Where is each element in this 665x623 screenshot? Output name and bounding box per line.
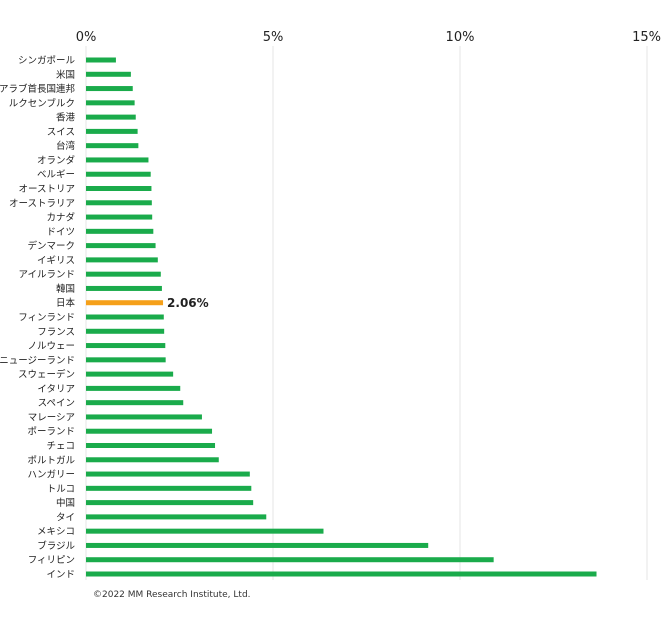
bar [86,57,116,63]
bar [86,457,219,463]
x-axis-ticks: 0% 5% 10% 15% [76,30,661,45]
bar [86,100,135,106]
category-label: 台湾 [56,140,76,152]
bar [86,500,254,506]
category-label: ベルギー [37,170,75,181]
category-label: デンマーク [27,240,75,252]
x-tick-label: 10% [446,30,475,45]
category-label: ポーランド [27,427,75,438]
bar [86,357,166,363]
bar [86,400,184,406]
bar [86,528,324,534]
category-label: タイ [56,512,75,523]
bar [86,414,202,420]
x-tick-label: 0% [76,30,97,45]
category-label: イギリス [37,255,75,266]
bar [86,542,429,548]
bar [86,471,250,477]
bar [86,257,158,263]
bar [86,243,156,249]
category-label: トルコ [47,484,75,495]
category-label: 日本 [56,297,76,309]
category-label: アラブ首長国連邦 [0,83,75,95]
bar-highlight [86,300,164,306]
category-labels: シンガポール米国アラブ首長国連邦ルクセンブルク香港スイス台湾オランダベルギーオー… [0,56,75,581]
category-label: ルクセンブルク [9,97,75,109]
bar [86,214,153,220]
category-label: ニュージーランド [0,355,75,366]
bar [86,186,152,191]
category-label: フィンランド [18,313,75,324]
category-label: 中国 [56,497,75,509]
category-label: シンガポール [18,56,76,67]
data-label: 2.06% [167,296,209,310]
category-label: ハンガリー [27,470,75,481]
bars: 2.06% [86,57,597,577]
bar [86,571,597,577]
bar [86,200,152,206]
category-label: メキシコ [37,527,75,538]
bar [86,314,164,320]
category-label: オーストラリア [9,198,75,209]
bar [86,428,213,434]
category-label: イタリア [37,384,75,395]
category-label: ポルトガル [27,455,75,466]
category-label: 米国 [56,69,75,81]
category-label: オーストリア [18,184,75,195]
category-label: ブラジル [37,540,75,552]
bar [86,557,494,563]
category-label: フランス [37,327,75,338]
bar [86,71,131,77]
bar [86,271,161,277]
category-label: フィリピン [28,555,75,566]
bar [86,385,181,391]
category-label: ノルウェー [27,341,75,352]
bar [86,228,154,234]
bar [86,443,216,448]
category-label: オランダ [37,154,76,166]
bar [86,114,136,120]
category-label: インド [46,570,75,581]
grid-lines [85,46,648,580]
category-label: チェコ [46,441,75,452]
category-label: スイス [47,127,75,138]
bar [86,485,252,491]
x-tick-label: 5% [263,30,284,45]
category-label: スウェーデン [18,369,75,381]
x-tick-label: 15% [632,30,661,45]
bar [86,514,267,520]
bar [86,143,139,149]
bar [86,343,166,349]
bar [86,128,138,134]
category-label: マレーシア [28,412,75,423]
category-label: ドイツ [46,227,75,238]
bar [86,371,174,377]
bar [86,86,133,92]
category-label: スペイン [38,398,75,409]
category-label: 韓国 [56,284,75,295]
bar [86,328,165,334]
bar [86,157,149,163]
category-label: 香港 [56,112,76,124]
bar [86,171,151,177]
bar [86,285,162,291]
category-label: カナダ [46,212,75,224]
category-label: アイルランド [18,270,75,281]
copyright-text: ©2022 MM Research Institute, Ltd. [93,590,251,600]
